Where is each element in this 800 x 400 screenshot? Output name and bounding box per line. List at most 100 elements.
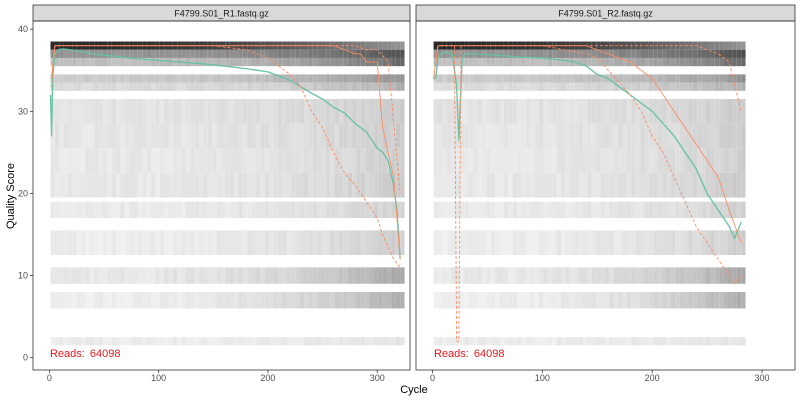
heatmap-cell — [273, 201, 278, 219]
heatmap-cell — [247, 82, 252, 91]
heatmap-cell — [727, 230, 733, 256]
heatmap-cell — [234, 57, 239, 67]
heatmap-cell — [662, 201, 667, 219]
heatmap-cell — [330, 267, 335, 284]
heatmap-cell — [688, 267, 693, 284]
heatmap-cell — [451, 291, 456, 309]
heatmap-cell — [151, 201, 156, 219]
heatmap-cell — [587, 267, 592, 284]
heatmap-cell — [94, 57, 99, 67]
heatmap-cell — [365, 49, 370, 58]
heatmap-cell — [732, 230, 737, 256]
heatmap-cell — [697, 337, 702, 346]
heatmap-cell — [185, 74, 191, 83]
heatmap-cell — [133, 99, 138, 124]
heatmap-cell — [662, 49, 667, 58]
heatmap-cell — [587, 41, 592, 50]
heatmap-cell — [251, 337, 256, 346]
heatmap-cell — [433, 201, 438, 219]
heatmap-cell — [653, 172, 658, 198]
heatmap-cell — [591, 123, 597, 149]
heatmap-cell — [89, 148, 95, 173]
heatmap-cell — [723, 57, 728, 67]
heatmap-cell — [59, 267, 64, 284]
heatmap-cell — [146, 267, 152, 284]
heatmap-cell — [574, 201, 579, 219]
heatmap-cell — [714, 99, 720, 124]
heatmap-cell — [172, 148, 178, 173]
heatmap-cell — [697, 172, 702, 198]
heatmap-cell — [98, 337, 103, 346]
heatmap-cell — [251, 99, 256, 124]
heatmap-cell — [207, 230, 213, 256]
heatmap-cell — [325, 82, 331, 91]
heatmap-cell — [582, 201, 588, 219]
heatmap-cell — [229, 267, 235, 284]
heatmap-cell — [155, 201, 160, 219]
heatmap-cell — [653, 148, 658, 173]
heatmap-cell — [98, 57, 103, 67]
heatmap-cell — [701, 123, 707, 149]
heatmap-cell — [468, 99, 474, 124]
heatmap-cell — [360, 82, 366, 91]
heatmap-cell — [706, 123, 711, 149]
heatmap-cell — [604, 57, 610, 67]
heatmap-cell — [360, 230, 366, 256]
heatmap-cell — [85, 172, 90, 198]
heatmap-cell — [234, 291, 239, 309]
heatmap-cell — [85, 49, 90, 58]
heatmap-cell — [304, 201, 309, 219]
heatmap-cell — [710, 337, 715, 346]
heatmap-cell — [251, 172, 256, 198]
heatmap-cell — [155, 57, 160, 67]
heatmap-cell — [534, 57, 540, 67]
heatmap-cell — [723, 123, 728, 149]
heatmap-cell — [129, 172, 134, 198]
heatmap-cell — [679, 99, 685, 124]
heatmap-cell — [626, 123, 632, 149]
heatmap-cell — [556, 123, 561, 149]
heatmap-cell — [578, 267, 583, 284]
heatmap-cell — [85, 82, 90, 91]
heatmap-cell — [723, 291, 728, 309]
heatmap-cell — [591, 49, 597, 58]
heatmap-cell — [137, 230, 143, 256]
heatmap-cell — [338, 74, 344, 83]
heatmap-cell — [234, 74, 239, 83]
heatmap-cell — [59, 74, 64, 83]
heatmap-cell — [295, 99, 300, 124]
heatmap-cell — [499, 230, 504, 256]
heatmap-cell — [325, 172, 331, 198]
heatmap-cell — [129, 148, 134, 173]
heatmap-cell — [503, 172, 509, 198]
heatmap-cell — [477, 230, 482, 256]
heatmap-cell — [382, 57, 388, 67]
heatmap-cell — [172, 123, 178, 149]
heatmap-cell — [556, 267, 561, 284]
heatmap-cell — [308, 82, 313, 91]
heatmap-cell — [657, 74, 663, 83]
heatmap-cell — [517, 57, 522, 67]
heatmap-cell — [591, 57, 597, 67]
heatmap-cell — [543, 49, 548, 58]
heatmap-cell — [338, 123, 344, 149]
heatmap-cell — [172, 82, 178, 91]
heatmap-cell — [622, 99, 627, 124]
heatmap-cell — [365, 99, 370, 124]
heatmap-cell — [631, 82, 636, 91]
heatmap-cell — [277, 337, 283, 346]
heatmap-cell — [269, 291, 274, 309]
heatmap-cell — [181, 99, 186, 124]
heatmap-cell — [539, 74, 544, 83]
heatmap-cell — [543, 172, 548, 198]
heatmap-cell — [94, 291, 99, 309]
heatmap-cell — [442, 172, 447, 198]
heatmap-cell — [360, 99, 366, 124]
heatmap-cell — [604, 267, 610, 284]
heatmap-cell — [679, 172, 685, 198]
heatmap-cell — [238, 49, 243, 58]
heatmap-cell — [116, 267, 121, 284]
heatmap-cell — [225, 230, 230, 256]
heatmap-cell — [334, 172, 339, 198]
heatmap-cell — [662, 172, 667, 198]
